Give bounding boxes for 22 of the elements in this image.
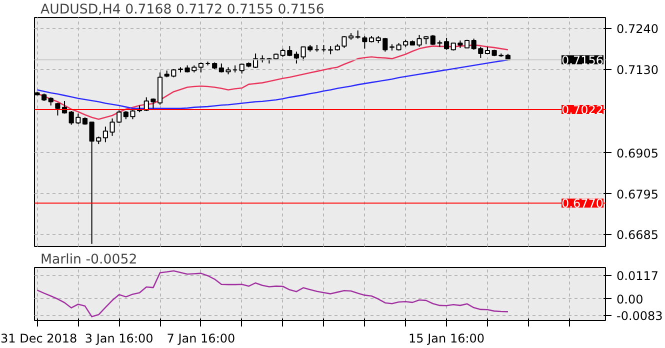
- y-tick-label: 0.7240: [616, 22, 658, 36]
- candlestick: [55, 102, 60, 116]
- chart-title: AUDUSD,H4 0.7168 0.7172 0.7155 0.7156: [40, 2, 324, 18]
- candlestick: [198, 62, 204, 73]
- y-tick-label: 0.6795: [616, 187, 658, 202]
- ref-line-label: 0.6770: [562, 196, 604, 211]
- x-tick-label: 15 Jan 16:00: [408, 332, 485, 346]
- ref-line-label: 0.7156: [562, 53, 604, 68]
- candlestick: [362, 36, 368, 50]
- y-tick-label: 0.00: [616, 292, 644, 306]
- x-tick-label: 31 Dec 2018: [0, 332, 78, 346]
- x-tick-label: 7 Jan 16:00: [166, 332, 236, 346]
- y-tick-label: 0.6685: [616, 228, 658, 242]
- ref-line-label: 0.7022: [562, 103, 604, 118]
- y-tick-label: -0.0083: [616, 308, 663, 323]
- line-series: [36, 270, 509, 318]
- line-series: [36, 59, 509, 110]
- y-tick-label: 0.0117: [616, 268, 658, 283]
- y-tick-label: 0.6905: [616, 146, 658, 160]
- y-tick-label: 0.7130: [616, 62, 658, 77]
- chart-title: Marlin -0.0052: [40, 252, 138, 268]
- x-tick-label: 3 Jan 16:00: [84, 332, 154, 346]
